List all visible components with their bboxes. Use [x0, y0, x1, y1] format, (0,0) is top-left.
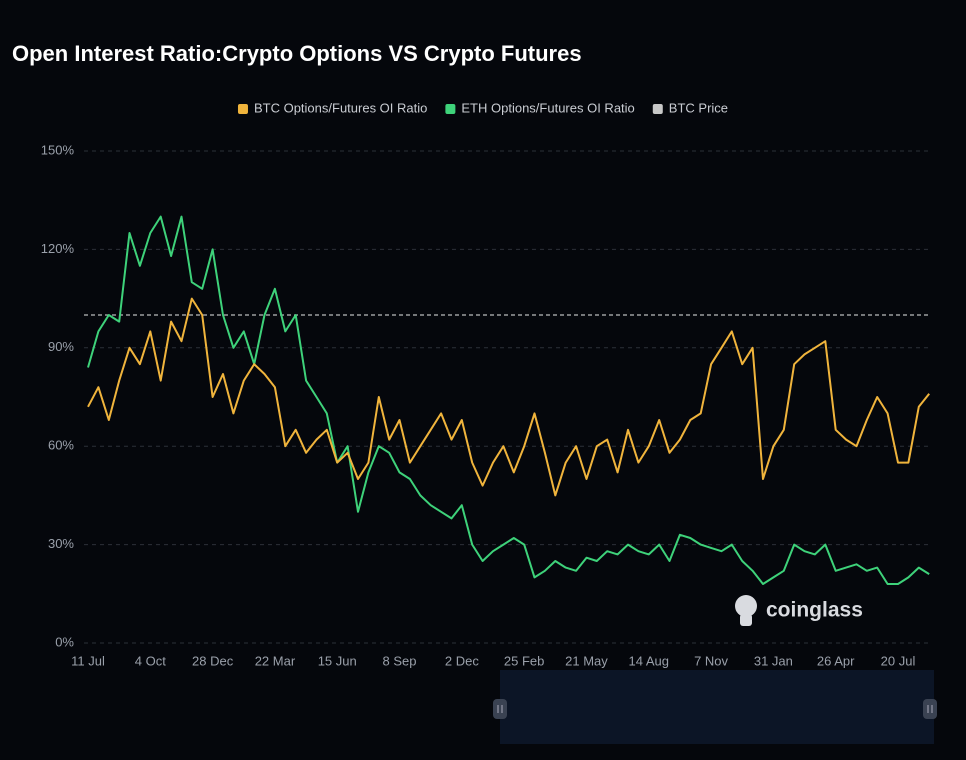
navigator-handle[interactable]: [493, 699, 507, 719]
y-tick-label: 120%: [41, 241, 75, 256]
x-tick-label: 8 Sep: [383, 653, 417, 668]
legend-swatch: [652, 104, 663, 114]
y-tick-label: 60%: [48, 438, 74, 453]
x-tick-label: 7 Nov: [694, 653, 728, 668]
x-tick-label: 25 Feb: [504, 653, 544, 668]
legend-item[interactable]: ETH Options/Futures OI Ratio: [445, 100, 635, 115]
x-tick-label: 31 Jan: [754, 653, 793, 668]
legend-item[interactable]: BTC Options/Futures OI Ratio: [237, 100, 427, 115]
legend-swatch: [445, 104, 456, 114]
x-tick-label: 28 Dec: [192, 653, 234, 668]
y-tick-label: 30%: [48, 536, 74, 551]
watermark: coinglass: [735, 595, 863, 626]
legend-label: BTC Options/Futures OI Ratio: [254, 100, 427, 115]
series-line: [87, 297, 930, 497]
y-tick-label: 150%: [41, 142, 75, 157]
chart-title: Open Interest Ratio:Crypto Options VS Cr…: [12, 41, 582, 66]
legend-item[interactable]: BTC Price: [652, 100, 728, 115]
series-line: [87, 215, 930, 585]
x-tick-label: 21 May: [565, 653, 608, 668]
x-tick-label: 22 Mar: [255, 653, 296, 668]
legend-label: BTC Price: [669, 100, 728, 115]
watermark-text: coinglass: [766, 599, 863, 622]
y-tick-label: 0%: [55, 634, 74, 649]
x-tick-label: 15 Jun: [318, 653, 357, 668]
legend: BTC Options/Futures OI Ratio ETH Options/…: [237, 100, 728, 115]
watermark-icon: [740, 614, 752, 626]
x-tick-label: 14 Aug: [629, 653, 670, 668]
navigator[interactable]: [493, 670, 937, 744]
navigator-handle[interactable]: [923, 699, 937, 719]
y-tick-label: 90%: [48, 339, 74, 354]
navigator-window[interactable]: [500, 670, 934, 744]
x-tick-label: 2 Dec: [445, 653, 479, 668]
x-tick-label: 4 Oct: [135, 653, 166, 668]
legend-label: ETH Options/Futures OI Ratio: [461, 100, 634, 115]
watermark-icon: [735, 595, 757, 617]
x-tick-label: 26 Apr: [817, 653, 855, 668]
legend-swatch: [237, 104, 248, 114]
x-tick-label: 11 Jul: [71, 653, 105, 668]
x-tick-label: 20 Jul: [881, 653, 916, 668]
